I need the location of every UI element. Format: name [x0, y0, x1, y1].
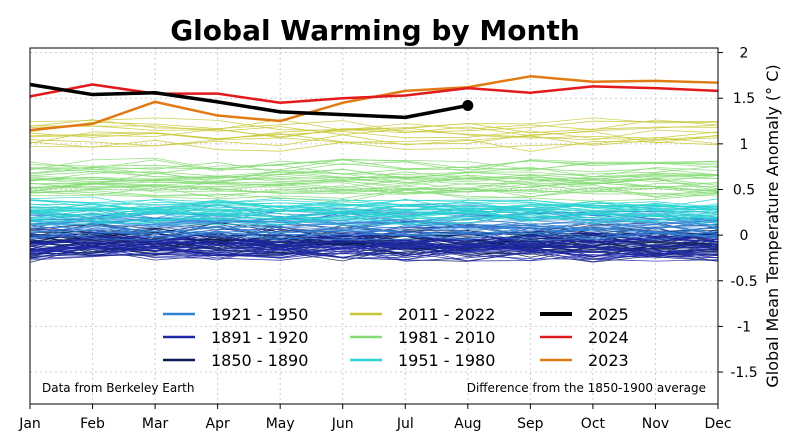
year-line-1891-1920 — [29, 246, 719, 262]
grid — [30, 48, 718, 404]
y-tick-label: 1 — [740, 137, 749, 153]
year-line-1981-2010 — [29, 176, 719, 190]
legend-label: 2024 — [588, 328, 629, 347]
background-lines — [29, 117, 719, 263]
year-line-1951-1980 — [29, 213, 719, 227]
year-line-1891-1920 — [29, 246, 719, 262]
year-line-1951-1980 — [29, 208, 719, 219]
x-tick-label: Feb — [80, 416, 105, 432]
year-line-1891-1920 — [29, 238, 719, 253]
year-line-2011-2022 — [29, 127, 719, 139]
x-tick-label: May — [266, 416, 295, 432]
year-line-2011-2022 — [29, 122, 719, 136]
legend: 1921 - 1950 1891 - 1920 1850 - 1890 2011 - … — [163, 305, 629, 370]
y-tick-label: -1 — [737, 319, 751, 335]
year-line-1981-2010 — [29, 159, 719, 173]
year-line-1951-1980 — [29, 214, 719, 226]
year-line-1951-1980 — [29, 208, 719, 222]
year-line-1981-2010 — [29, 171, 719, 182]
highlight-lines — [29, 75, 719, 132]
legend-label: 1981 - 2010 — [398, 328, 495, 347]
year-line-1981-2010 — [29, 187, 719, 199]
baseline-note: Difference from the 1850-1900 average — [467, 381, 706, 395]
year-line-1891-1920 — [29, 243, 719, 260]
source-note: Data from Berkeley Earth — [42, 381, 194, 395]
x-tick-label: Oct — [581, 416, 606, 432]
series-end-marker-2025 — [462, 100, 474, 112]
plot-frame — [29, 47, 719, 405]
year-line-2011-2022 — [29, 139, 719, 152]
x-tick-label: Apr — [206, 416, 230, 432]
year-line-1981-2010 — [29, 189, 719, 203]
legend-label: 2011 - 2022 — [398, 305, 495, 324]
year-line-2011-2022 — [29, 119, 719, 131]
year-line-1951-1980 — [29, 196, 719, 209]
year-line-1891-1920 — [29, 247, 719, 262]
legend-label: 1850 - 1890 — [211, 351, 308, 370]
legend-label: 1951 - 1980 — [398, 351, 495, 370]
y-axis: 2 1.5 1 0.5 0 -0.5 -1 -1.5 — [718, 46, 758, 381]
year-line-1921-1950 — [29, 226, 719, 241]
year-line-2011-2022 — [29, 124, 719, 138]
year-line-1951-1980 — [29, 197, 719, 208]
y-tick-label: -0.5 — [730, 274, 757, 290]
legend-label: 1891 - 1920 — [211, 328, 308, 347]
year-line-1981-2010 — [29, 182, 719, 194]
x-tick-label: Mar — [142, 416, 169, 432]
x-tick-label: Dec — [704, 416, 731, 432]
year-line-1921-1950 — [29, 217, 719, 232]
year-line-1981-2010 — [29, 185, 719, 197]
year-line-1891-1920 — [29, 245, 719, 263]
year-line-1891-1920 — [29, 240, 719, 256]
year-line-1951-1980 — [29, 199, 719, 212]
y-tick-label: 2 — [740, 46, 749, 62]
year-line-1981-2010 — [29, 164, 719, 176]
x-tick-label: Aug — [454, 416, 481, 432]
year-line-1981-2010 — [29, 178, 719, 192]
y-tick-label: 1.5 — [733, 91, 755, 107]
legend-label: 1921 - 1950 — [211, 305, 308, 324]
x-tick-label: Jan — [18, 416, 41, 432]
year-line-1891-1920 — [29, 230, 719, 246]
legend-label: 2023 — [588, 351, 629, 370]
chart-title: Global Warming by Month — [170, 14, 580, 47]
x-axis: Jan Feb Mar Apr May Jun Jul Aug Sep Oct Nov Dec — [18, 404, 732, 432]
y-tick-label: 0.5 — [733, 182, 755, 198]
year-line-1921-1950 — [29, 226, 719, 241]
year-line-1951-1980 — [29, 199, 719, 213]
x-tick-label: Jun — [331, 416, 354, 432]
year-line-1981-2010 — [29, 184, 719, 197]
year-line-1921-1950 — [29, 220, 719, 235]
series-line-2025 — [29, 82, 469, 120]
year-line-1921-1950 — [29, 223, 719, 239]
year-line-1981-2010 — [29, 165, 719, 179]
x-tick-label: Nov — [642, 416, 669, 432]
legend-label: 2025 — [588, 305, 629, 324]
year-line-1951-1980 — [29, 199, 719, 213]
year-line-1981-2010 — [29, 171, 719, 185]
year-line-2011-2022 — [29, 130, 719, 141]
x-tick-label: Jul — [396, 416, 414, 432]
y-tick-label: 0 — [740, 228, 749, 244]
year-line-1981-2010 — [29, 158, 719, 170]
year-line-1951-1980 — [29, 210, 719, 223]
year-line-1951-1980 — [29, 199, 719, 213]
y-tick-label: -1.5 — [730, 365, 757, 381]
series-line-2023 — [29, 75, 719, 132]
year-line-2011-2022 — [29, 117, 719, 131]
year-line-1981-2010 — [29, 160, 719, 174]
y-axis-label: Global Mean Temperature Anomaly (° C) — [763, 64, 782, 387]
year-line-2011-2022 — [29, 134, 719, 147]
year-line-1891-1920 — [29, 240, 719, 257]
x-tick-label: Sep — [517, 416, 544, 432]
year-line-2011-2022 — [29, 136, 719, 150]
